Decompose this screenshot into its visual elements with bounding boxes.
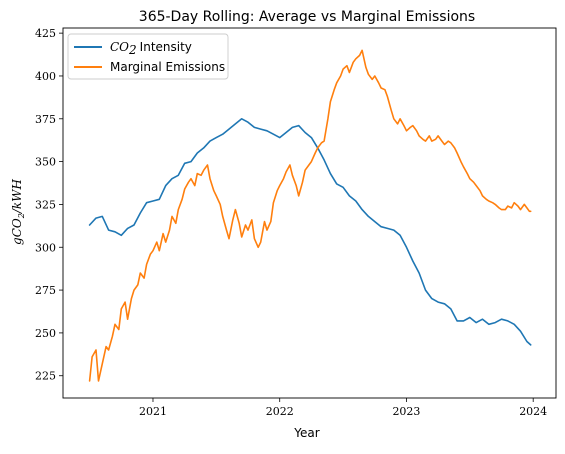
y-tick-label: 375 — [35, 113, 56, 126]
series-line-marginal-emissions — [88, 49, 532, 382]
axes-frame — [62, 27, 557, 399]
x-axis-label: Year — [293, 426, 319, 440]
chart-title: 365-Day Rolling: Average vs Marginal Emi… — [139, 9, 475, 25]
y-axis: 225 250 275 300 325 350 375 400 425 — [35, 27, 63, 383]
x-axis: 2021 2022 2023 2024 — [139, 398, 547, 418]
y-axis-label: gCO2/kWH — [10, 179, 26, 245]
series-layer — [88, 49, 532, 382]
y-tick-label: 250 — [35, 327, 56, 340]
legend-box — [67, 33, 229, 80]
legend: CO2 Intensity Marginal Emissions — [67, 33, 229, 80]
svg-text:gCO2/kWH: gCO2/kWH — [10, 179, 26, 245]
y-tick-label: 325 — [35, 198, 56, 211]
x-tick-label: 2022 — [266, 405, 294, 418]
series-line-co2-intensity — [88, 118, 532, 346]
plot-background — [63, 28, 556, 398]
y-tick-label: 350 — [35, 156, 56, 169]
x-tick-label: 2024 — [519, 405, 547, 418]
y-tick-label: 275 — [35, 284, 56, 297]
plot-area — [62, 27, 557, 399]
x-tick-label: 2021 — [139, 405, 167, 418]
y-tick-label: 300 — [35, 241, 56, 254]
y-tick-label: 400 — [35, 70, 56, 83]
legend-label-co2-intensity: CO2 Intensity — [110, 40, 192, 57]
legend-label-marginal-emissions: Marginal Emissions — [110, 60, 225, 74]
y-tick-label: 425 — [35, 27, 56, 40]
x-tick-label: 2023 — [392, 405, 420, 418]
y-tick-label: 225 — [35, 370, 56, 383]
